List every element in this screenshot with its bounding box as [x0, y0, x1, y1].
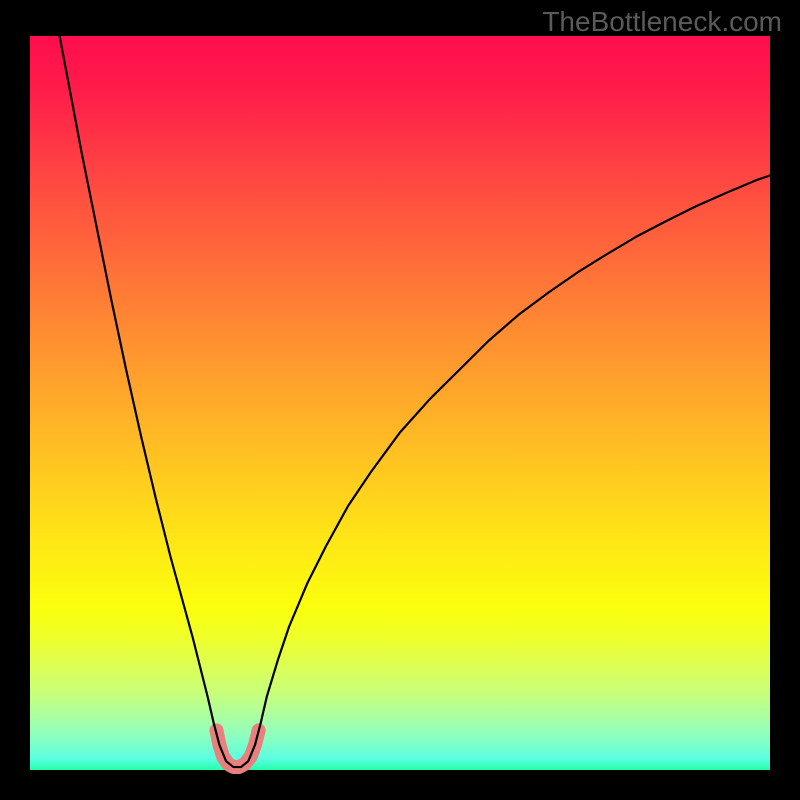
curve-layer	[30, 36, 770, 770]
bottleneck-curve	[60, 36, 770, 767]
watermark-text: TheBottleneck.com	[542, 6, 782, 38]
chart-frame: TheBottleneck.com	[0, 0, 800, 800]
plot-area	[30, 36, 770, 770]
